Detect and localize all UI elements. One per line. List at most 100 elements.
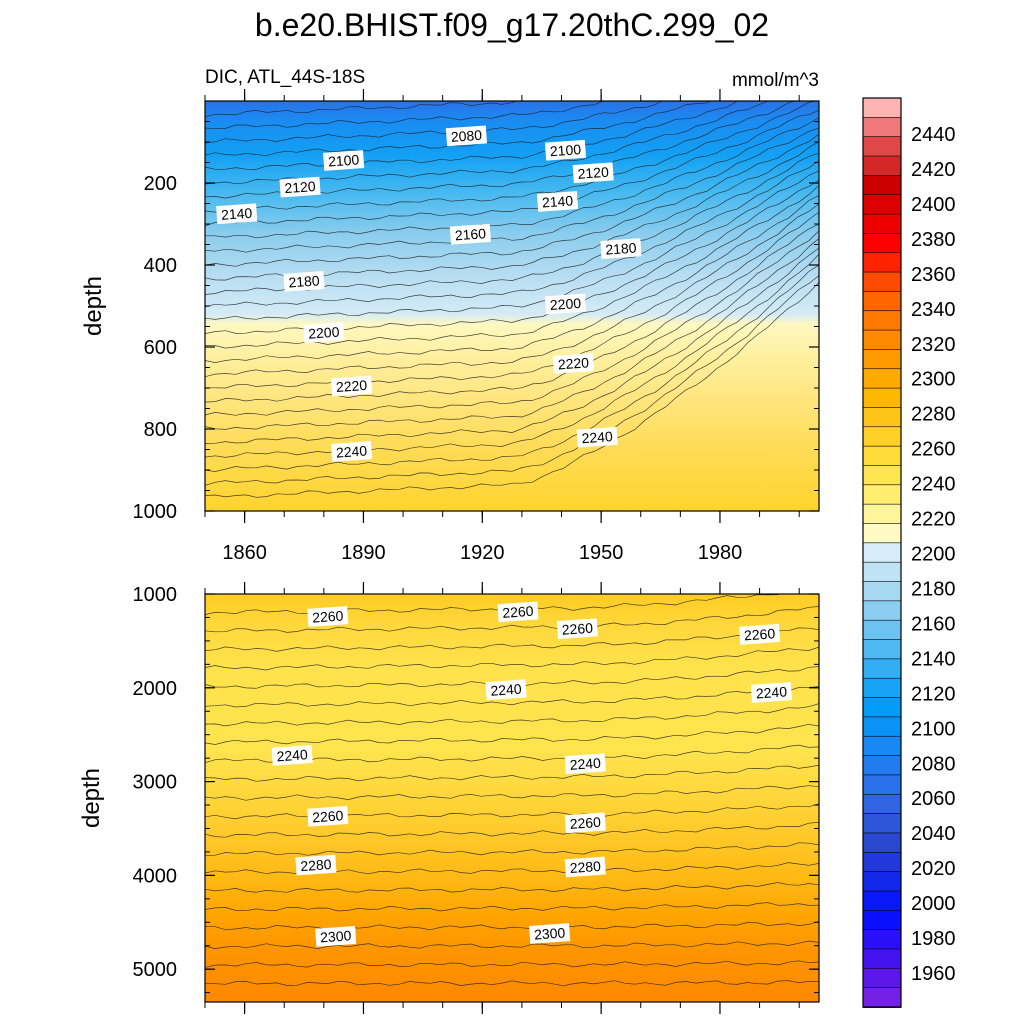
colorbar-label: 2440 <box>911 124 956 146</box>
contour-label: 2100 <box>544 139 587 161</box>
contour-label-box <box>739 623 781 645</box>
contour-line <box>205 882 819 893</box>
colorbar-swatch <box>862 948 902 970</box>
contour-label: 2200 <box>303 322 345 344</box>
colorbar-swatch <box>862 329 902 351</box>
contour-line <box>205 230 819 416</box>
contour-line <box>205 606 819 633</box>
colorbar-label: 2020 <box>911 858 956 880</box>
contour-label-text: 2220 <box>557 354 589 372</box>
contour-label-box <box>271 744 313 766</box>
contour-line <box>205 203 819 378</box>
y-tick-label: 400 <box>144 255 177 277</box>
contour-label: 2260 <box>307 805 349 827</box>
colorbar-swatch <box>862 581 902 602</box>
contour-line <box>205 627 819 652</box>
upper-axis-ticks: 200 400 600 800 1000 1860 1890 1920 1950 1980 <box>133 89 819 564</box>
contour-label-box <box>564 753 606 775</box>
contour-label: 2180 <box>600 238 642 259</box>
colorbar-swatch <box>862 793 902 815</box>
contour-label-box <box>564 812 606 834</box>
colorbar-swatch <box>862 677 902 699</box>
lower-axis-ticks: 1000 2000 3000 4000 5000 <box>133 582 819 1014</box>
contour-line <box>205 703 819 727</box>
colorbar-label: 2080 <box>911 753 956 775</box>
contour-label-text: 2080 <box>450 127 482 145</box>
contour-line <box>205 785 819 801</box>
contour-label: 2240 <box>485 679 527 701</box>
colorbar-swatch <box>862 465 902 486</box>
contour-line <box>205 686 819 708</box>
contour-label-text: 2140 <box>541 192 573 210</box>
contour-label: 2260 <box>739 623 781 645</box>
colorbar-swatch <box>862 987 902 1008</box>
contour-label-box <box>307 606 349 627</box>
contour-line <box>205 247 819 444</box>
contour-line <box>205 101 518 118</box>
contour-label-box <box>330 375 373 397</box>
contour-label: 2200 <box>544 293 587 315</box>
contour-label: 2240 <box>576 426 618 448</box>
contour-label-text: 2280 <box>300 856 332 874</box>
contour-label-text: 2100 <box>328 151 360 169</box>
contour-label-text: 2100 <box>549 141 581 159</box>
colorbar-swatch <box>862 136 902 157</box>
colorbar-label: 2040 <box>911 823 956 845</box>
contour-line <box>205 940 819 950</box>
lower-ylabel: depth <box>78 768 105 828</box>
contour-label-text: 2120 <box>577 164 609 182</box>
y-tick-label: 200 <box>144 173 177 195</box>
contour-label-box <box>544 139 587 161</box>
colorbar-swatch <box>862 600 902 622</box>
upper-panel: 2080210021002120212021402140216021802180… <box>80 89 820 564</box>
colorbar-swatch <box>862 426 902 448</box>
colorbar-swatch <box>862 890 902 912</box>
colorbar-swatch <box>862 194 902 215</box>
contour-label: 2300 <box>315 925 357 947</box>
contour-label-text: 2160 <box>454 225 486 243</box>
colorbar-swatch <box>862 445 902 467</box>
x-tick-label: 1950 <box>579 542 624 564</box>
colorbar-swatch <box>862 909 902 931</box>
colorbar-label: 2220 <box>911 509 956 531</box>
contour-line <box>205 194 819 363</box>
contour-label-box <box>303 322 345 344</box>
colorbar-label: 2420 <box>911 159 956 181</box>
colorbar-swatch <box>862 387 902 409</box>
colorbar-swatch <box>862 774 902 796</box>
contour-label: 2260 <box>556 618 598 640</box>
contour-label: 2240 <box>271 744 313 766</box>
lower-panel-frame <box>204 593 820 1003</box>
chart-subtitle-left: DIC, ATL_44S-18S <box>205 67 365 88</box>
colorbar-swatch <box>862 291 902 312</box>
contour-label-text: 2200 <box>549 295 581 313</box>
colorbar-label: 2320 <box>911 334 956 356</box>
contour-label-text: 2280 <box>569 858 601 876</box>
y-tick-label: 2000 <box>133 678 178 700</box>
contour-line <box>205 764 819 782</box>
contour-label: 2180 <box>283 271 325 292</box>
contour-label-text: 2260 <box>561 620 593 638</box>
contour-label-box <box>216 203 258 225</box>
colorbar-swatch <box>862 619 902 641</box>
contour-label-box <box>445 125 488 147</box>
colorbar-label: 2200 <box>911 544 956 566</box>
contour-label: 2260 <box>497 601 539 623</box>
colorbar-label: 2060 <box>911 788 956 810</box>
colorbar-swatch <box>862 851 902 873</box>
contour-line <box>205 920 819 931</box>
contour-label: 2260 <box>564 812 606 834</box>
contour-label-box <box>544 293 587 315</box>
colorbar-swatch <box>862 252 902 273</box>
colorbar-swatch <box>862 349 902 370</box>
colorbar-label: 2340 <box>911 299 956 321</box>
contour-label-text: 2260 <box>743 625 775 643</box>
contour-line <box>205 902 819 912</box>
contour-label-box <box>315 925 357 947</box>
contour-label-box <box>449 223 491 245</box>
contour-label: 2300 <box>529 923 571 944</box>
contour-label: 2120 <box>279 176 321 198</box>
colorbar-swatch <box>862 233 902 254</box>
contour-label: 2240 <box>750 682 793 703</box>
contour-line <box>205 223 819 403</box>
